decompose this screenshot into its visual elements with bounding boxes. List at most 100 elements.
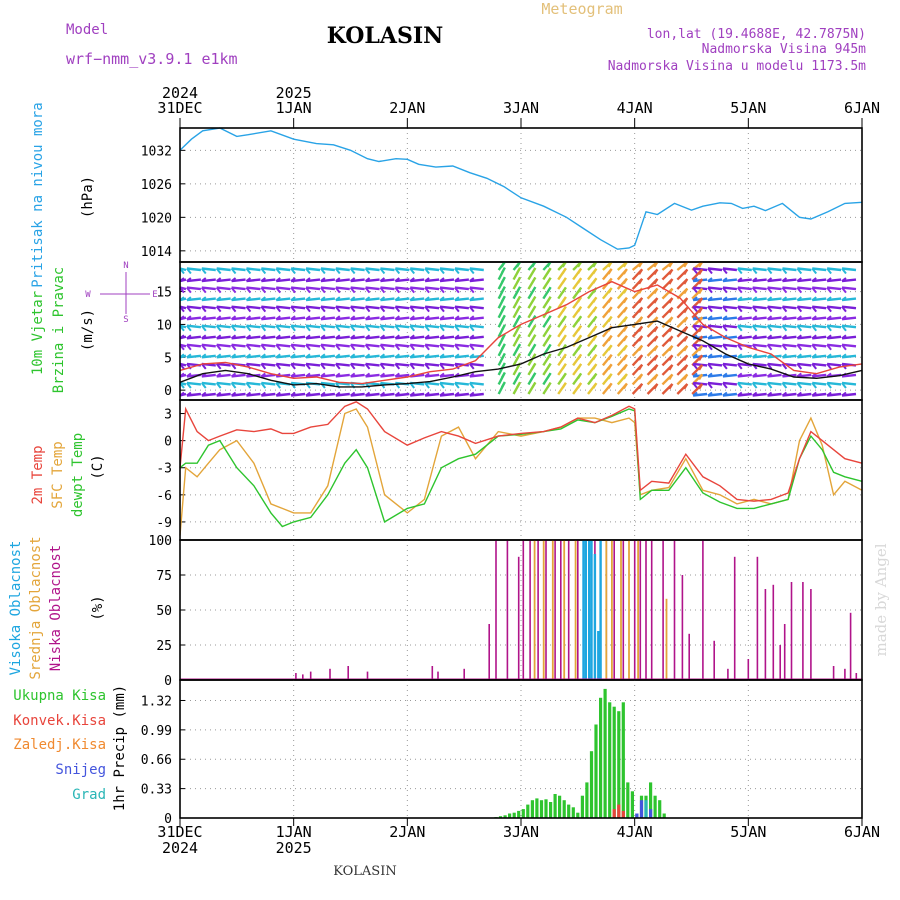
wind-vector-head: [638, 278, 644, 285]
wind-vector-head: [230, 277, 237, 282]
wind-vector: [424, 297, 440, 302]
wind-vector-head: [186, 353, 192, 359]
wind-vector: [261, 297, 276, 302]
wind-vector: [752, 297, 767, 302]
wind-vector: [305, 297, 321, 302]
wind-vector-head: [379, 391, 386, 397]
wind-vector: [365, 392, 380, 397]
wind-vector-head: [215, 306, 222, 313]
y-tick-label: -3: [156, 462, 172, 477]
wind-vector: [335, 362, 350, 367]
wind-vector: [767, 381, 782, 386]
wind-vector-head: [692, 325, 698, 332]
wind-vector-head: [683, 345, 689, 352]
wind-vector: [812, 278, 827, 283]
wind-vector-head: [245, 277, 252, 282]
wind-vector-head: [364, 334, 371, 340]
wind-vector: [305, 343, 321, 348]
wind-vector-head: [826, 372, 832, 378]
wind-vector-head: [737, 353, 743, 359]
wind-vector-head: [577, 306, 582, 313]
cloud-low-bar: [756, 556, 759, 680]
precip-total-bar: [571, 807, 575, 818]
cloud-label-2: Srednja Oblacnost: [28, 536, 44, 679]
wind-vector: [841, 278, 857, 283]
wind-vector-head: [562, 363, 567, 370]
wind-vector: [261, 354, 276, 359]
wind-vector-head: [698, 307, 704, 314]
wind-vector: [305, 354, 321, 359]
wind-vector: [201, 278, 216, 283]
wind-vector-head: [698, 261, 704, 268]
wind-vector-head: [811, 391, 817, 397]
wind-vector-head: [260, 382, 267, 389]
wind-vector-head: [638, 326, 644, 333]
wind-vector: [424, 343, 440, 348]
wind-vector-head: [766, 277, 773, 282]
wind-vector-head: [290, 344, 296, 351]
wind-vector: [707, 286, 723, 291]
wind-vector: [216, 373, 231, 378]
wind-vector-head: [546, 261, 552, 268]
cloud-high-bar: [593, 554, 597, 680]
wind-vector: [752, 286, 767, 291]
wind-vector-head: [592, 277, 598, 284]
y-tick-label: 1.32: [141, 694, 172, 709]
wind-vector-head: [320, 391, 326, 397]
year-label-top: 2025: [276, 84, 312, 102]
wind-vector-head: [841, 296, 847, 301]
precip-total-bar: [594, 724, 598, 818]
wind-vector-head: [439, 344, 445, 351]
wind-vector-head: [796, 267, 803, 275]
wind-vector: [707, 278, 723, 283]
wind-vector-head: [334, 363, 341, 370]
wind-vector-head: [439, 334, 445, 340]
precip-total-bar: [549, 802, 553, 818]
wind-vector: [782, 286, 797, 291]
wind-vector-head: [500, 362, 506, 369]
wind-vector-head: [562, 286, 567, 293]
wind-vector-head: [796, 325, 803, 332]
wind-vector: [246, 354, 261, 359]
precip-total-bar: [608, 702, 612, 818]
wind-vector-head: [841, 267, 847, 275]
wind-vector: [737, 286, 752, 291]
wind-vector-head: [216, 372, 222, 378]
wind-vector-head: [200, 286, 207, 294]
cloud-low-bar: [662, 540, 664, 680]
wind-vector-head: [653, 297, 659, 304]
wind-vector: [350, 335, 365, 340]
wind-vector-head: [781, 391, 788, 397]
wind-vector: [707, 381, 723, 386]
wind-vector: [231, 373, 246, 378]
wind-vector-head: [424, 353, 430, 359]
wind-vector: [439, 316, 455, 321]
wind-vector-head: [439, 286, 445, 294]
wind-vector-head: [638, 297, 644, 304]
wind-vector: [380, 343, 395, 348]
wind-vector: [290, 392, 306, 397]
wind-vector-head: [592, 315, 598, 322]
wind-vector-head: [230, 363, 237, 370]
wind-vector: [246, 267, 261, 272]
wind-vector-head: [500, 314, 506, 321]
wind-vector-head: [722, 306, 728, 313]
wind-vector: [186, 305, 202, 310]
panel-cloud: 0 25 50 75 100: [149, 534, 863, 689]
wind-vector: [231, 278, 246, 283]
wind-vector-head: [683, 326, 689, 333]
wind-vector-head: [290, 353, 296, 359]
wind-vector: [335, 343, 350, 348]
panel-pressure: 1014 1020 1026 1032: [141, 127, 863, 263]
wind-vector-head: [623, 287, 628, 294]
wind-vector-head: [683, 383, 689, 390]
wind-vector: [305, 316, 321, 321]
cloud-low-bar: [633, 540, 636, 680]
wind-vector-head: [201, 296, 207, 301]
wind-vector-head: [577, 277, 582, 284]
wind-vector: [320, 381, 336, 386]
wind-vector-head: [516, 343, 521, 350]
wind-vector: [201, 392, 216, 397]
wind-vector: [216, 335, 231, 340]
precip-total-bar: [580, 795, 584, 818]
